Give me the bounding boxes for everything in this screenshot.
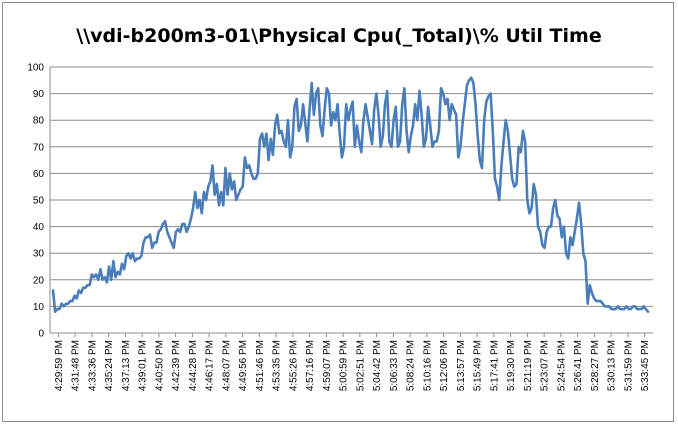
y-tick-label: 100 (27, 63, 44, 74)
x-tick-label: 4:42:39 PM (171, 340, 182, 391)
x-tick-label: 5:17:41 PM (489, 340, 500, 391)
x-tick-label: 5:31:59 PM (623, 340, 634, 391)
x-tick-label: 5:21:19 PM (523, 340, 534, 391)
x-tick-label: 4:55:26 PM (288, 340, 299, 391)
y-tick-label: 70 (33, 142, 45, 153)
chart-frame: \\vdi-b200m3-01\Physical Cpu(_Total)\% U… (2, 2, 674, 422)
y-tick-label: 50 (33, 196, 45, 207)
x-tick-label: 4:31:48 PM (71, 340, 82, 391)
x-tick-label: 5:13:57 PM (456, 340, 467, 391)
x-tick-label: 4:33:36 PM (87, 340, 98, 391)
series-layer (51, 76, 650, 314)
y-tick-label: 30 (33, 249, 45, 260)
x-tick-label: 5:23:07 PM (540, 340, 551, 391)
x-tick-label: 4:53:35 PM (272, 340, 283, 391)
y-tick-label: 80 (33, 116, 45, 127)
x-tick-label: 5:15:49 PM (473, 340, 484, 391)
x-tick-label: 4:39:01 PM (138, 340, 149, 391)
y-tick-label: 90 (33, 89, 45, 100)
x-tick-label: 4:59:07 PM (322, 340, 333, 391)
axes (49, 67, 653, 337)
x-tick-label: 5:30:13 PM (607, 340, 618, 391)
y-tick-label: 40 (33, 222, 45, 233)
x-tick-label: 5:10:16 PM (422, 340, 433, 391)
x-tick-label: 4:40:50 PM (154, 340, 165, 391)
x-tick-label: 4:29:59 PM (54, 340, 65, 391)
gridlines (50, 66, 653, 307)
x-tick-label: 5:12:06 PM (439, 340, 450, 391)
x-tick-label: 4:51:46 PM (255, 340, 266, 391)
x-tick-label: 5:19:30 PM (506, 340, 517, 391)
y-tick-label: 20 (33, 275, 45, 286)
x-tick-label: 5:26:41 PM (573, 340, 584, 391)
x-tick-label: 4:57:16 PM (305, 340, 316, 391)
x-tick-label: 5:24:54 PM (556, 340, 567, 391)
x-tick-label: 5:00:59 PM (339, 340, 350, 391)
x-tick-label: 5:06:33 PM (389, 340, 400, 391)
x-tick-label: 5:02:51 PM (355, 340, 366, 391)
x-tick-label: 4:48:07 PM (221, 340, 232, 391)
x-tick-label: 4:46:17 PM (205, 340, 216, 391)
x-tick-label: 5:04:42 PM (372, 340, 383, 391)
y-tick-label: 10 (33, 302, 45, 313)
x-tick-label: 4:44:28 PM (188, 340, 199, 391)
y-tick-label: 0 (38, 329, 44, 340)
series-line (51, 76, 650, 314)
chart-title: \\vdi-b200m3-01\Physical Cpu(_Total)\% U… (76, 25, 602, 47)
x-tick-label: 5:33:45 PM (640, 340, 651, 391)
y-tick-label: 60 (33, 169, 45, 180)
x-tick-label: 4:37:13 PM (121, 340, 132, 391)
x-tick-label: 4:49:56 PM (238, 340, 249, 391)
x-tick-label: 5:28:27 PM (590, 340, 601, 391)
x-tick-label: 4:35:24 PM (104, 340, 115, 391)
x-axis-tick-labels: 4:29:59 PM 4:31:48 PM 4:33:36 PM 4:35:24 PM… (54, 340, 651, 391)
x-tick-label: 5:08:24 PM (406, 340, 417, 391)
y-axis-tick-labels: 0 10 20 30 40 50 60 70 80 90 100 (27, 63, 44, 340)
